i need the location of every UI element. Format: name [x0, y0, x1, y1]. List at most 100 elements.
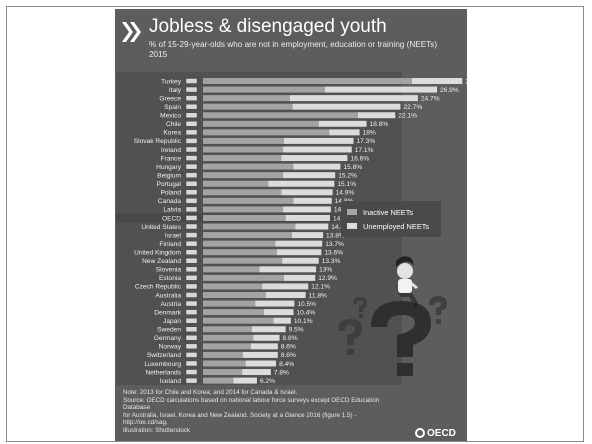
country-tick-label: Canada: [158, 198, 181, 205]
bar-inactive: [203, 317, 274, 324]
bar-inactive: [203, 146, 284, 153]
bar-inactive: [203, 300, 256, 307]
country-tick-label: Belgium: [157, 172, 181, 179]
flag-icon: [185, 172, 198, 178]
country-tick-label: Czech Republic: [135, 284, 182, 291]
sitting-person-icon: [396, 256, 418, 307]
country-tick-label: Mexico: [160, 113, 181, 120]
country-tick-label: Japan: [163, 318, 181, 325]
bar-inactive: [203, 326, 252, 333]
bar-unemployed: [291, 232, 324, 239]
flag-icon: [185, 215, 198, 221]
bar-unemployed: [233, 377, 257, 384]
data-label: 17.3%: [357, 138, 376, 145]
country-tick-label: Austria: [160, 301, 181, 308]
data-label: 12.9%: [318, 275, 337, 282]
flag-icon: [185, 309, 198, 315]
flag-icon: [185, 103, 198, 110]
data-label: 13.7%: [325, 241, 344, 248]
country-tick-label: Greece: [159, 95, 181, 102]
subtitle-year: 2015: [149, 50, 168, 59]
note-line: Note: 2013 for Chile and Korea; and 2014…: [123, 389, 298, 396]
data-label: 15.2%: [338, 172, 357, 179]
country-tick-label: Norway: [159, 344, 182, 351]
country-tick-label: Slovak Republic: [134, 138, 182, 145]
country-tick-label: Turkey: [161, 78, 182, 85]
question-mark-large-icon: [371, 301, 431, 376]
data-label: 26.9%: [440, 87, 459, 94]
chart-subtitle: % of 15-29-year-olds who are not in empl…: [149, 40, 463, 60]
bar-unemployed: [243, 351, 278, 358]
bar-unemployed: [293, 163, 341, 170]
bar-unemployed: [293, 197, 332, 204]
data-label: 18%: [363, 130, 376, 137]
data-label: 13.6%: [324, 250, 343, 257]
bar-unemployed: [283, 137, 354, 144]
data-label: 10.1%: [294, 318, 313, 325]
flag-icon: [185, 283, 198, 290]
bar-inactive: [203, 172, 284, 179]
data-label: 14.4%: [331, 224, 350, 231]
bar-inactive: [203, 214, 286, 221]
oecd-globe-icon: [415, 428, 425, 438]
country-tick-label: Poland: [160, 190, 181, 197]
country-tick-label: Estonia: [159, 275, 181, 282]
flag-icon: [185, 292, 198, 298]
bar-unemployed: [411, 78, 463, 84]
bar-group: Turkey 29.8% Italy 26.9% Greece 24.7% Spain 22.…: [116, 78, 467, 385]
bar-unemployed: [283, 274, 316, 281]
flag-icon: [185, 223, 198, 230]
country-tick-label: Luxembourg: [144, 361, 181, 368]
flag-icon: [185, 249, 198, 255]
bar-inactive: [203, 360, 246, 367]
bar-unemployed: [255, 300, 295, 307]
bar-inactive: [203, 206, 284, 213]
country-tick-label: Finland: [159, 241, 181, 248]
flag-icon: [185, 326, 198, 332]
bar-unemployed: [275, 240, 323, 247]
bar-inactive: [203, 249, 277, 256]
bar-inactive: [203, 334, 254, 341]
flag-icon: [185, 266, 198, 273]
bar-unemployed: [318, 120, 367, 127]
bar-unemployed: [251, 326, 286, 333]
bar-unemployed: [282, 257, 319, 264]
data-label: 22.7%: [403, 104, 422, 111]
flag-icon: [185, 155, 198, 161]
legend-swatch-unemployed: [347, 223, 357, 229]
bar-unemployed: [276, 249, 322, 256]
country-tick-label: Spain: [164, 104, 181, 111]
bar-unemployed: [283, 172, 336, 179]
flag-icon: [185, 86, 198, 93]
bar-unemployed: [285, 214, 331, 221]
flag-icon: [185, 300, 198, 307]
legend-item-inactive: Inactive NEETs: [347, 207, 413, 217]
bar-unemployed: [245, 360, 277, 367]
bar-inactive: [203, 369, 243, 376]
flag-icon: [185, 275, 198, 281]
data-label: 22.1%: [398, 113, 417, 120]
data-label: 10.4%: [296, 309, 315, 316]
country-tick-label: Slovenia: [156, 267, 182, 274]
flag-icon: [185, 181, 198, 187]
country-tick-label: New Zealand: [142, 258, 181, 265]
flag-icon: [185, 369, 198, 375]
country-tick-label: Israel: [165, 232, 182, 239]
flag-icon: [185, 112, 198, 118]
oecd-chevron-icon: [122, 22, 141, 42]
bar-inactive: [203, 274, 284, 281]
question-mark-right-icon: [429, 296, 447, 324]
bar-inactive: [203, 351, 244, 358]
legend-label: Inactive NEETs: [363, 207, 414, 217]
bar-inactive: [203, 112, 358, 119]
flag-icon: [185, 317, 198, 324]
flag-icon: [185, 146, 198, 153]
country-tick-label: Latvia: [163, 207, 181, 214]
flag-icon: [185, 343, 198, 350]
bar-inactive: [203, 377, 234, 384]
bar-unemployed: [281, 155, 348, 162]
data-label: 24.7%: [421, 95, 440, 102]
note-line: Source: OECD calculations based on natio…: [123, 396, 380, 412]
flag-icon: [185, 138, 198, 144]
note-line: for Australia, Israel, Korea and New Zea…: [123, 411, 357, 427]
